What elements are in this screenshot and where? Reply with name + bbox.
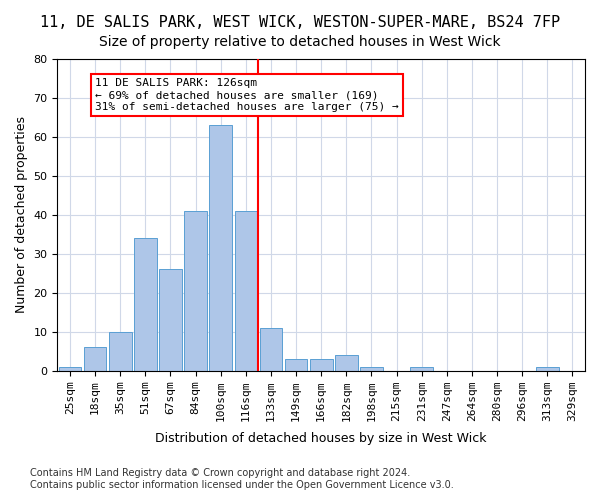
Y-axis label: Number of detached properties: Number of detached properties — [15, 116, 28, 314]
Bar — [59, 367, 81, 370]
Bar — [134, 238, 157, 370]
Text: 11, DE SALIS PARK, WEST WICK, WESTON-SUPER-MARE, BS24 7FP: 11, DE SALIS PARK, WEST WICK, WESTON-SUP… — [40, 15, 560, 30]
Bar — [335, 355, 358, 370]
Bar — [235, 211, 257, 370]
Bar — [285, 359, 307, 370]
Bar — [84, 348, 106, 370]
Bar — [109, 332, 131, 370]
X-axis label: Distribution of detached houses by size in West Wick: Distribution of detached houses by size … — [155, 432, 487, 445]
Bar — [159, 270, 182, 370]
Bar — [536, 367, 559, 370]
Bar — [360, 367, 383, 370]
Bar — [260, 328, 282, 370]
Text: Size of property relative to detached houses in West Wick: Size of property relative to detached ho… — [99, 35, 501, 49]
Bar — [310, 359, 332, 370]
Text: Contains HM Land Registry data © Crown copyright and database right 2024.
Contai: Contains HM Land Registry data © Crown c… — [30, 468, 454, 490]
Bar — [184, 211, 207, 370]
Text: 11 DE SALIS PARK: 126sqm
← 69% of detached houses are smaller (169)
31% of semi-: 11 DE SALIS PARK: 126sqm ← 69% of detach… — [95, 78, 399, 112]
Bar — [410, 367, 433, 370]
Bar — [209, 125, 232, 370]
